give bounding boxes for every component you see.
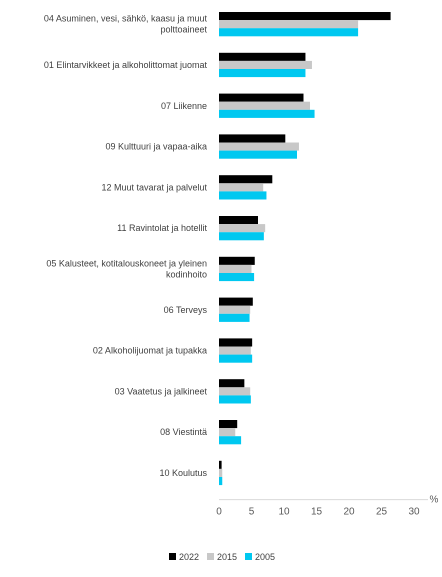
x-tick-label-20: 20 xyxy=(343,507,355,518)
bar-2005-7 xyxy=(219,273,255,282)
bar-2015-2 xyxy=(219,60,312,69)
x-tick-label-0: 0 xyxy=(216,507,222,518)
category-label-9: 02 Alkoholijuomat ja tupakka xyxy=(93,346,207,356)
legend-swatch-2022 xyxy=(169,553,176,560)
bar-2022-1 xyxy=(219,12,391,21)
bar-2005-12 xyxy=(219,477,223,486)
bar-2015-3 xyxy=(219,101,310,110)
bar-2015-5 xyxy=(219,183,264,192)
category-label-12: 10 Koulutus xyxy=(159,468,207,478)
category-label-1-line-1: 04 Asuminen, vesi, sähkö, kaasu ja muut xyxy=(44,14,208,24)
category-label-2: 01 Elintarvikkeet ja alkoholittomat juom… xyxy=(44,60,208,70)
legend-swatch-2015 xyxy=(207,553,214,560)
category-label-7-line-1: 05 Kalusteet, kotitalouskoneet ja yleine… xyxy=(46,258,207,268)
bar-2022-9 xyxy=(219,338,253,347)
category-labels: 04 Asuminen, vesi, sähkö, kaasu ja muutp… xyxy=(44,14,208,478)
bar-2005-3 xyxy=(219,109,315,118)
bar-2005-8 xyxy=(219,313,250,322)
bar-2005-9 xyxy=(219,354,253,363)
bar-2015-12 xyxy=(219,468,223,477)
category-label-4: 09 Kulttuuri ja vapaa-aika xyxy=(105,142,207,152)
category-label-8: 06 Terveys xyxy=(164,305,208,315)
bar-2015-11 xyxy=(219,428,236,437)
bar-2015-10 xyxy=(219,387,251,396)
category-label-1-line-2: polttoaineet xyxy=(160,25,207,35)
legend-label-2005: 2005 xyxy=(255,552,275,562)
x-tick-label-25: 25 xyxy=(376,507,388,518)
bar-2005-6 xyxy=(219,232,264,241)
x-tick-label-5: 5 xyxy=(249,507,255,518)
bar-2005-2 xyxy=(219,69,306,78)
bar-2015-9 xyxy=(219,346,251,355)
category-label-7-line-2: kodinhoito xyxy=(166,269,207,279)
bar-2022-4 xyxy=(219,134,286,143)
legend-swatch-2005 xyxy=(245,553,252,560)
category-label-5: 12 Muut tavarat ja palvelut xyxy=(101,182,207,192)
bar-2022-8 xyxy=(219,297,253,306)
x-tick-label-15: 15 xyxy=(311,507,323,518)
legend-label-2022: 2022 xyxy=(179,552,199,562)
bar-2015-8 xyxy=(219,305,251,314)
legend-label-2015: 2015 xyxy=(217,552,237,562)
bar-2015-6 xyxy=(219,224,266,233)
bar-2005-5 xyxy=(219,191,267,200)
bar-2022-5 xyxy=(219,175,273,184)
bar-2022-3 xyxy=(219,93,304,102)
x-tick-label-30: 30 xyxy=(408,507,420,518)
bar-2005-4 xyxy=(219,150,297,159)
bar-2015-4 xyxy=(219,142,299,151)
bar-2022-2 xyxy=(219,52,306,61)
category-label-3: 07 Liikenne xyxy=(161,101,207,111)
bar-2022-12 xyxy=(219,460,222,469)
bar-2005-11 xyxy=(219,436,242,445)
category-label-11: 08 Viestintä xyxy=(160,427,207,437)
category-label-10: 03 Vaatetus ja jalkineet xyxy=(115,386,208,396)
bar-2022-7 xyxy=(219,256,255,265)
bar-2005-10 xyxy=(219,395,251,404)
x-tick-label-10: 10 xyxy=(278,507,290,518)
x-axis-unit-label: % xyxy=(430,495,439,506)
bars-layer xyxy=(219,12,391,486)
x-axis-ticks: 0 5 10 15 20 25 30 xyxy=(216,507,420,518)
bar-2022-10 xyxy=(219,379,245,388)
category-label-6: 11 Ravintolat ja hotellit xyxy=(117,223,207,233)
bar-2015-7 xyxy=(219,264,252,273)
legend: 2022 2015 2005 xyxy=(169,552,275,562)
bar-2005-1 xyxy=(219,28,359,37)
bar-2022-11 xyxy=(219,420,238,429)
bar-2015-1 xyxy=(219,20,359,29)
bar-2022-6 xyxy=(219,216,258,225)
